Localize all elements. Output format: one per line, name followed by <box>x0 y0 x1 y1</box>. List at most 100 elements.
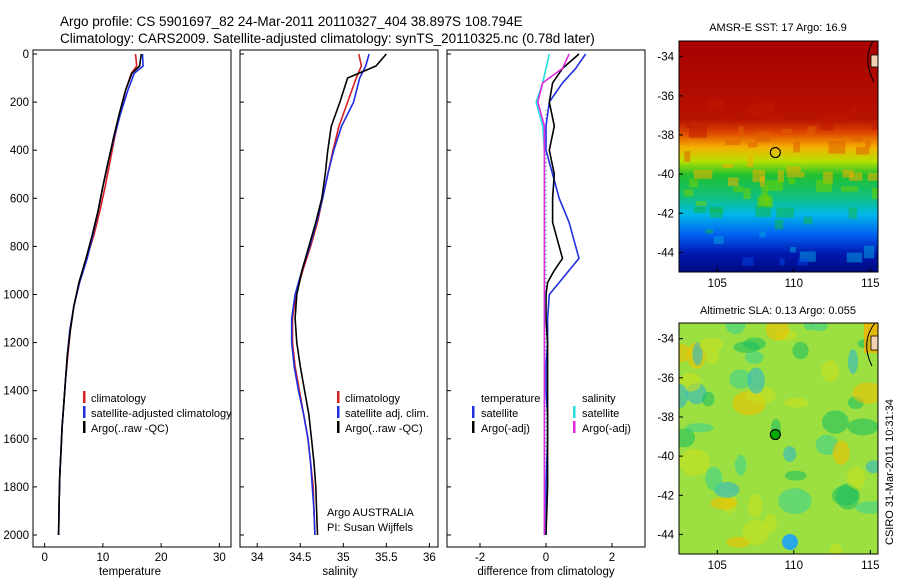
sst-texture-cell <box>851 135 863 142</box>
legend-swatch-satellite <box>337 406 340 418</box>
x-tick-label: 0 <box>41 552 47 564</box>
map-x-tick-label: 115 <box>861 278 879 290</box>
sst-texture-cell <box>840 186 858 192</box>
salinity-xlabel: salinity <box>322 566 357 578</box>
map-y-tick-label: -36 <box>657 91 674 103</box>
sla-texture <box>679 323 878 554</box>
sla-texture-blob <box>852 382 878 404</box>
sla-texture-blob <box>821 360 840 383</box>
argo-float-location-marker <box>769 146 781 159</box>
sla-texture-blob <box>847 349 859 375</box>
sla-texture-blob <box>685 423 714 433</box>
sla-texture-blob <box>744 350 764 364</box>
legend-label-salinity-satellite: satellite <box>582 408 619 420</box>
x-tick-label: 0 <box>543 552 549 564</box>
legend-swatch-climatology <box>83 391 86 403</box>
sla-texture-blob <box>710 497 738 510</box>
sst-texture-cell <box>820 117 834 131</box>
sla-texture-blob <box>733 341 760 353</box>
y-tick-label: 1400 <box>3 386 29 398</box>
sst-texture-cell <box>693 206 706 213</box>
map-x-tick-label: 115 <box>861 560 879 572</box>
difference-xlabel: difference from climatology <box>477 566 614 578</box>
legend-swatch-argo <box>83 421 86 433</box>
header-line-1: Argo profile: CS 5901697_82 24-Mar-2011 … <box>60 14 523 29</box>
sst-texture-cell <box>742 257 754 266</box>
map-x-tick-label: 110 <box>785 560 803 572</box>
series-line-argo-adj- <box>545 53 580 536</box>
header-line-2: Climatology: CARS2009. Satellite-adjuste… <box>60 31 595 46</box>
legend-swatch-argo <box>337 421 340 433</box>
map-y-tick-label: -36 <box>657 373 674 385</box>
sla-texture-blob <box>855 501 878 514</box>
sla-map-axes: 105 110 115 -34 -36 -38 -40 -42 -44 <box>657 334 879 572</box>
y-tick-label: 2000 <box>3 530 29 542</box>
map-y-tick-label: -44 <box>657 529 674 541</box>
sst-texture-cell <box>709 209 723 218</box>
sst-texture-cell <box>684 151 691 162</box>
sst-texture-cell <box>788 178 795 185</box>
sst-texture-cell <box>833 116 852 123</box>
sst-texture-cell <box>683 189 694 197</box>
sst-texture-cell <box>779 258 785 266</box>
map-x-tick-label: 105 <box>708 560 727 572</box>
argo-float-location-marker <box>769 428 781 441</box>
legend-swatch-climatology <box>337 391 340 403</box>
sla-texture-blob <box>726 536 751 548</box>
sst-texture-cell <box>848 207 857 219</box>
sla-texture-blob <box>742 519 770 545</box>
map-y-tick-label: -42 <box>657 208 674 220</box>
x-tick-label: 35 <box>337 552 350 564</box>
series-line-satellite <box>545 53 587 535</box>
salinity-profile-plot: 34 34.5 35 35.5 36 <box>240 53 436 564</box>
sst-texture-cell <box>846 252 863 263</box>
x-tick-label: 34.5 <box>289 552 311 564</box>
sla-texture-blob <box>692 342 703 366</box>
legend-swatch-temperature-argo <box>472 421 475 433</box>
sst-texture-cell <box>774 219 784 230</box>
series-line-argo-raw-qc- <box>57 53 143 536</box>
sst-texture-cell <box>872 187 878 200</box>
legend-swatch-temperature-satellite <box>472 406 475 418</box>
series-line-argo-adj- <box>536 53 570 535</box>
sst-texture-cell <box>733 186 744 193</box>
series-line-satellite-adj-clim- <box>290 53 370 536</box>
sla-texture-blob <box>679 428 696 448</box>
sst-texture-cell <box>709 99 725 110</box>
argo-australia-credit: Argo AUSTRALIA <box>327 507 414 519</box>
sla-texture-blob <box>783 446 797 462</box>
csiro-timestamp: CSIRO 31-Mar-2011 10:31:34 <box>884 399 896 545</box>
series-line-argo-raw-qc- <box>294 53 387 536</box>
sst-texture-cell <box>776 207 794 218</box>
sla-texture-blob <box>679 383 689 409</box>
sla-texture-blob <box>747 367 765 394</box>
sst-texture <box>683 99 878 266</box>
sla-texture-blob <box>822 410 849 434</box>
map-y-tick-label: -38 <box>657 130 674 142</box>
sst-texture-cell <box>765 194 772 208</box>
legend-header-salinity: salinity <box>582 393 616 405</box>
x-tick-label: 34 <box>251 552 264 564</box>
sst-texture-cell <box>807 126 816 137</box>
sst-texture-cell <box>781 129 792 134</box>
sst-texture-cell <box>865 140 871 148</box>
sla-texture-blob <box>783 397 810 408</box>
sla-texture-blob <box>734 454 747 476</box>
sla-coastline <box>866 322 876 367</box>
sst-texture-cell <box>850 108 857 113</box>
sst-texture-cell <box>765 115 785 122</box>
legend-label-climatology: climatology <box>91 393 147 405</box>
sst-land-patch <box>870 54 879 68</box>
sst-texture-cell <box>750 103 763 117</box>
sla-texture-blob <box>778 488 812 515</box>
sla-texture-blob <box>748 493 763 518</box>
y-tick-label: 1200 <box>3 338 29 350</box>
legend-label-argo: Argo(..raw -QC) <box>345 423 423 435</box>
y-tick-label: 0 <box>23 49 29 61</box>
map-y-tick-label: -40 <box>657 169 674 181</box>
map-x-tick-label: 110 <box>785 278 803 290</box>
sst-texture-cell <box>816 179 833 192</box>
sla-texture-blob <box>679 343 691 363</box>
sst-texture-cell <box>755 205 771 217</box>
legend-swatch-satellite <box>83 406 86 418</box>
